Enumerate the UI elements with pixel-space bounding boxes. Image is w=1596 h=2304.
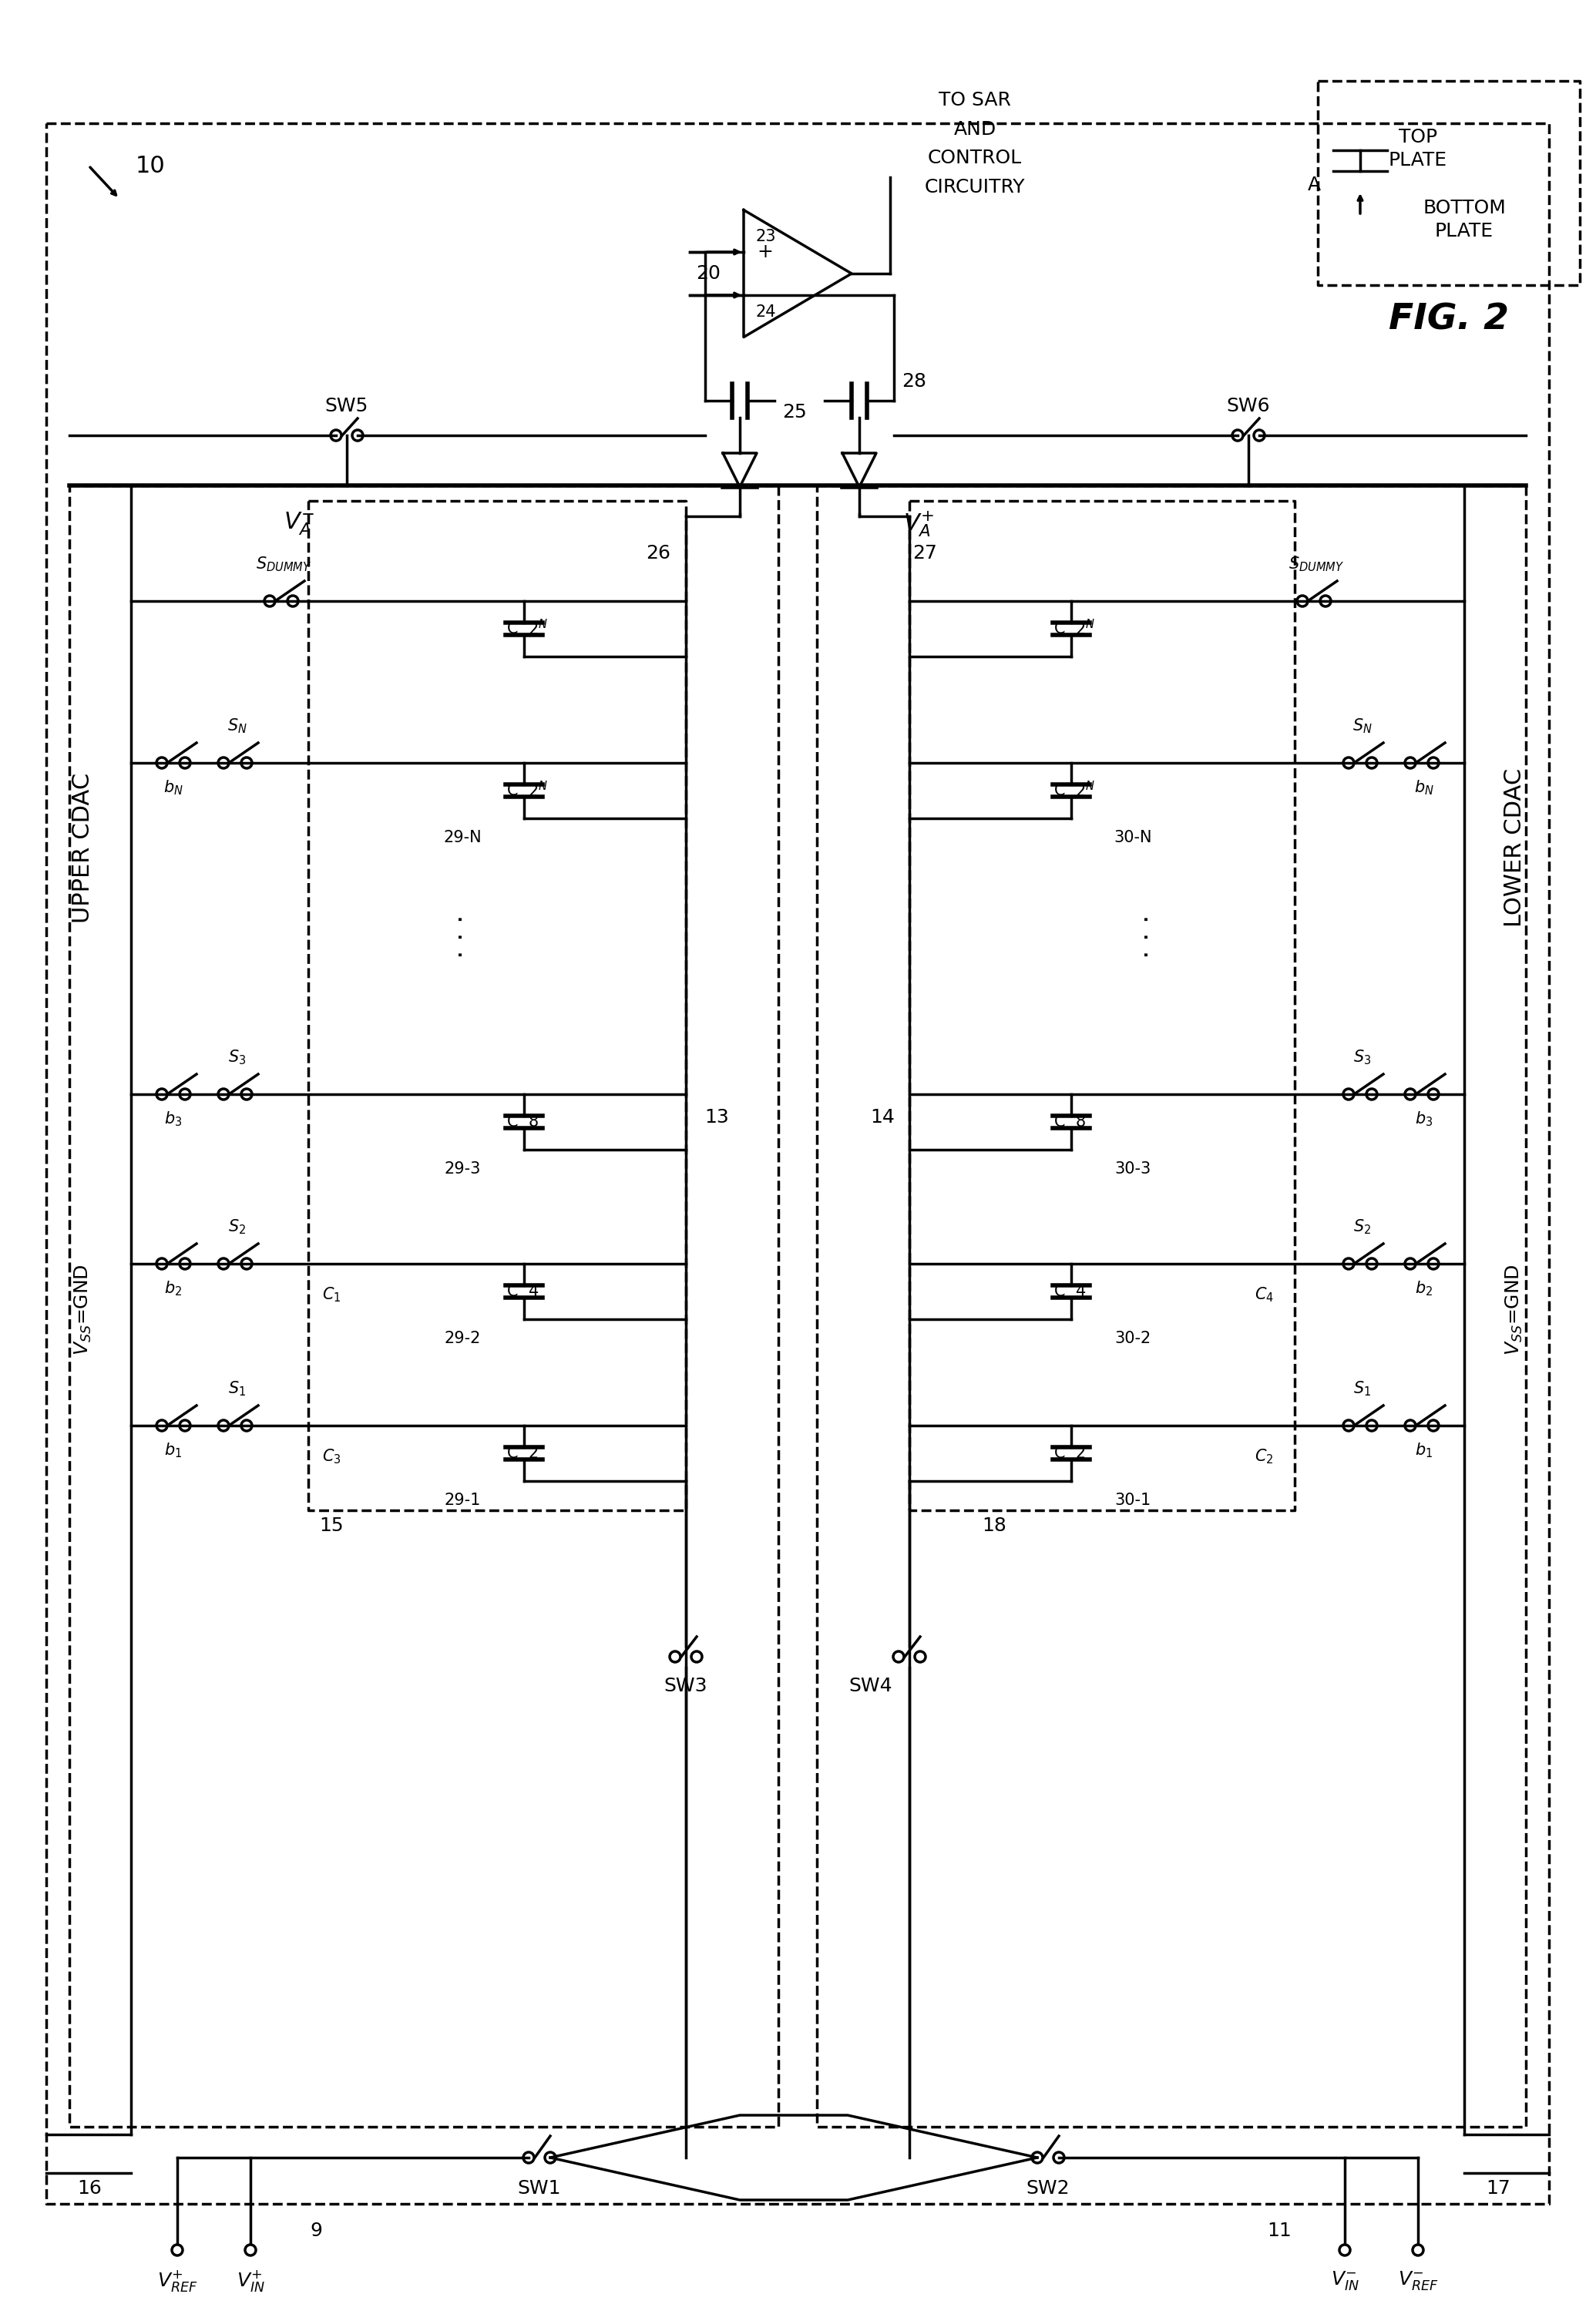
Text: 29-1: 29-1: [444, 1493, 480, 1509]
Text: $4$: $4$: [528, 1283, 539, 1299]
Text: $V_{SS}$=GND: $V_{SS}$=GND: [1503, 1265, 1524, 1355]
Text: $C_1$: $C_1$: [322, 1286, 342, 1304]
Text: SW1: SW1: [517, 2180, 562, 2198]
Text: . . .: . . .: [1127, 915, 1154, 958]
Text: $V_{A}^{-}$: $V_{A}^{-}$: [284, 511, 314, 537]
Text: $C_4$: $C_4$: [1254, 1286, 1274, 1304]
Text: TOP: TOP: [1398, 129, 1438, 147]
Text: 29-3: 29-3: [444, 1161, 480, 1177]
Text: 10: 10: [136, 154, 166, 177]
Text: $2^N$: $2^N$: [1076, 620, 1095, 638]
Text: FIG. 2: FIG. 2: [1389, 302, 1508, 336]
Text: +: +: [757, 242, 774, 260]
Text: 17: 17: [1486, 2180, 1510, 2198]
Text: PLATE: PLATE: [1435, 221, 1494, 240]
Text: C: C: [506, 783, 517, 797]
Text: C: C: [1053, 622, 1065, 636]
Text: SW6: SW6: [1227, 396, 1270, 415]
Text: CIRCUITRY: CIRCUITRY: [924, 177, 1025, 196]
Text: 14: 14: [870, 1108, 895, 1127]
Text: $S_2$: $S_2$: [228, 1217, 246, 1235]
Text: $b_3$: $b_3$: [164, 1111, 182, 1129]
Text: $2$: $2$: [1076, 1445, 1085, 1461]
Text: $b_1$: $b_1$: [164, 1440, 182, 1458]
Text: UPPER CDAC: UPPER CDAC: [72, 772, 94, 924]
Text: $b_1$: $b_1$: [1416, 1440, 1433, 1458]
Text: $8$: $8$: [528, 1115, 538, 1129]
Text: SW3: SW3: [664, 1677, 707, 1696]
Text: 24: 24: [755, 304, 776, 320]
Text: $C_3$: $C_3$: [322, 1447, 342, 1465]
Text: SW5: SW5: [326, 396, 369, 415]
Text: $2$: $2$: [528, 1445, 538, 1461]
Text: $2^N$: $2^N$: [528, 781, 547, 799]
Text: $b_2$: $b_2$: [164, 1279, 182, 1297]
Text: $S_1$: $S_1$: [228, 1380, 246, 1399]
Text: $V_{IN}^{-}$: $V_{IN}^{-}$: [1331, 2269, 1358, 2292]
Text: $S_2$: $S_2$: [1353, 1217, 1371, 1235]
Text: $V_{IN}^{+}$: $V_{IN}^{+}$: [236, 2269, 265, 2292]
Text: 18: 18: [982, 1516, 1007, 1534]
Text: $8$: $8$: [1076, 1115, 1085, 1129]
Text: $S_N$: $S_N$: [1352, 717, 1373, 735]
Text: 9: 9: [310, 2221, 322, 2239]
Text: $S_{DUMMY}$: $S_{DUMMY}$: [1288, 555, 1344, 574]
Text: SW2: SW2: [1026, 2180, 1069, 2198]
Text: 27: 27: [913, 544, 937, 562]
Text: 29-2: 29-2: [444, 1332, 480, 1346]
Text: $S_1$: $S_1$: [1353, 1380, 1371, 1399]
Text: $b_N$: $b_N$: [163, 779, 184, 797]
Text: 20: 20: [696, 265, 720, 283]
Text: 26: 26: [646, 544, 670, 562]
Text: $b_3$: $b_3$: [1416, 1111, 1433, 1129]
Text: C: C: [506, 1283, 517, 1299]
Text: 11: 11: [1267, 2221, 1291, 2239]
Text: SW4: SW4: [849, 1677, 892, 1696]
Text: C: C: [506, 1115, 517, 1129]
Text: -: -: [761, 286, 769, 304]
Text: BOTTOM: BOTTOM: [1422, 198, 1505, 217]
Text: PLATE: PLATE: [1389, 152, 1448, 170]
Text: C: C: [506, 622, 517, 636]
Text: $2^N$: $2^N$: [528, 620, 547, 638]
Text: $V_{REF}^{+}$: $V_{REF}^{+}$: [156, 2269, 198, 2292]
Text: $4$: $4$: [1076, 1283, 1085, 1299]
Text: $V_{REF}^{-}$: $V_{REF}^{-}$: [1398, 2269, 1438, 2292]
Text: 30-N: 30-N: [1114, 829, 1152, 846]
Text: $b_2$: $b_2$: [1416, 1279, 1433, 1297]
Text: C: C: [1053, 783, 1065, 797]
Text: $S_3$: $S_3$: [1353, 1048, 1371, 1067]
Text: $V_{A}^{+}$: $V_{A}^{+}$: [903, 509, 934, 539]
Text: 29-N: 29-N: [444, 829, 482, 846]
Text: $S_N$: $S_N$: [227, 717, 247, 735]
Text: 28: 28: [902, 373, 926, 392]
Text: TO SAR: TO SAR: [938, 90, 1010, 108]
Text: 23: 23: [755, 228, 776, 244]
Text: C: C: [1053, 1115, 1065, 1129]
Text: 16: 16: [77, 2180, 102, 2198]
Text: 30-1: 30-1: [1114, 1493, 1151, 1509]
Text: 30-2: 30-2: [1114, 1332, 1151, 1346]
Text: 13: 13: [704, 1108, 729, 1127]
Text: . . .: . . .: [442, 915, 468, 958]
Text: A: A: [1307, 175, 1320, 194]
Text: $b_N$: $b_N$: [1414, 779, 1435, 797]
Text: $C_2$: $C_2$: [1254, 1447, 1274, 1465]
Text: CONTROL: CONTROL: [927, 150, 1021, 168]
Text: 15: 15: [319, 1516, 343, 1534]
Text: $V_{SS}$=GND: $V_{SS}$=GND: [73, 1265, 93, 1355]
Text: C: C: [1053, 1283, 1065, 1299]
Text: AND: AND: [953, 120, 996, 138]
Text: $2^N$: $2^N$: [1076, 781, 1095, 799]
Text: C: C: [1053, 1445, 1065, 1461]
Text: $S_3$: $S_3$: [228, 1048, 246, 1067]
Text: C: C: [506, 1445, 517, 1461]
Text: $S_{DUMMY}$: $S_{DUMMY}$: [255, 555, 311, 574]
Text: 25: 25: [782, 403, 806, 422]
Text: LOWER CDAC: LOWER CDAC: [1503, 767, 1526, 926]
Text: 30-3: 30-3: [1114, 1161, 1151, 1177]
